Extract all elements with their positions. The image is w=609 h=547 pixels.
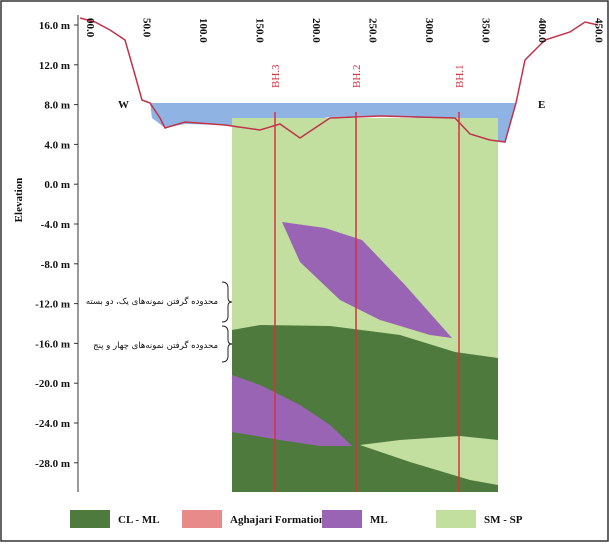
y-tick-label: -24.0 m	[35, 418, 70, 430]
legend-swatch	[436, 510, 476, 528]
y-tick-label: -16.0 m	[35, 338, 70, 350]
legend-label: Aghajari Formation	[230, 514, 325, 526]
y-tick-label: 4.0 m	[44, 139, 70, 151]
y-tick-label: -20.0 m	[35, 378, 70, 390]
x-tick-label: 250.0	[367, 18, 379, 43]
y-tick-label: 12.0 m	[39, 60, 70, 72]
borehole-label: BH.1	[454, 64, 466, 88]
legend-label: SM - SP	[484, 514, 523, 526]
x-tick-label: 50.0	[141, 18, 153, 38]
borehole-label: BH.2	[351, 64, 363, 88]
x-tick-label: 200.0	[310, 18, 322, 43]
legend-swatch	[182, 510, 222, 528]
x-tick-label: 450.0	[593, 18, 605, 43]
legend-swatch	[70, 510, 110, 528]
cross-section: Elevation W E 16.0 m 12.0 m 8.0 m 4.0 m 0.0 …	[0, 0, 609, 542]
x-tick-label: 100.0	[197, 18, 209, 43]
legend-swatch	[322, 510, 362, 528]
y-tick-label: 0.0 m	[44, 179, 70, 191]
y-axis-label: Elevation	[13, 178, 25, 223]
y-tick-label: -28.0 m	[35, 458, 70, 470]
borehole-label: BH.3	[270, 64, 282, 88]
west-label: W	[118, 99, 129, 111]
y-tick-label: 8.0 m	[44, 100, 70, 112]
y-tick-label: -4.0 m	[41, 219, 70, 231]
x-tick-label: 00.0	[84, 18, 96, 38]
y-tick-label: 16.0 m	[39, 20, 70, 32]
x-tick-label: 300.0	[423, 18, 435, 43]
annotation: محدوده گرفتن نمونه‌های چهار و پنج	[93, 340, 218, 351]
x-tick-label: 150.0	[254, 18, 266, 43]
y-tick-label: -12.0 m	[35, 299, 70, 311]
annotation: محدوده گرفتن نمونه‌های یک، دو بسته	[86, 296, 218, 307]
x-tick-label: 350.0	[480, 18, 492, 43]
east-label: E	[538, 99, 545, 111]
legend-label: CL - ML	[118, 514, 160, 526]
y-tick-label: -8.0 m	[41, 259, 70, 271]
legend-label: ML	[370, 514, 388, 526]
x-tick-label: 400.0	[536, 18, 548, 43]
